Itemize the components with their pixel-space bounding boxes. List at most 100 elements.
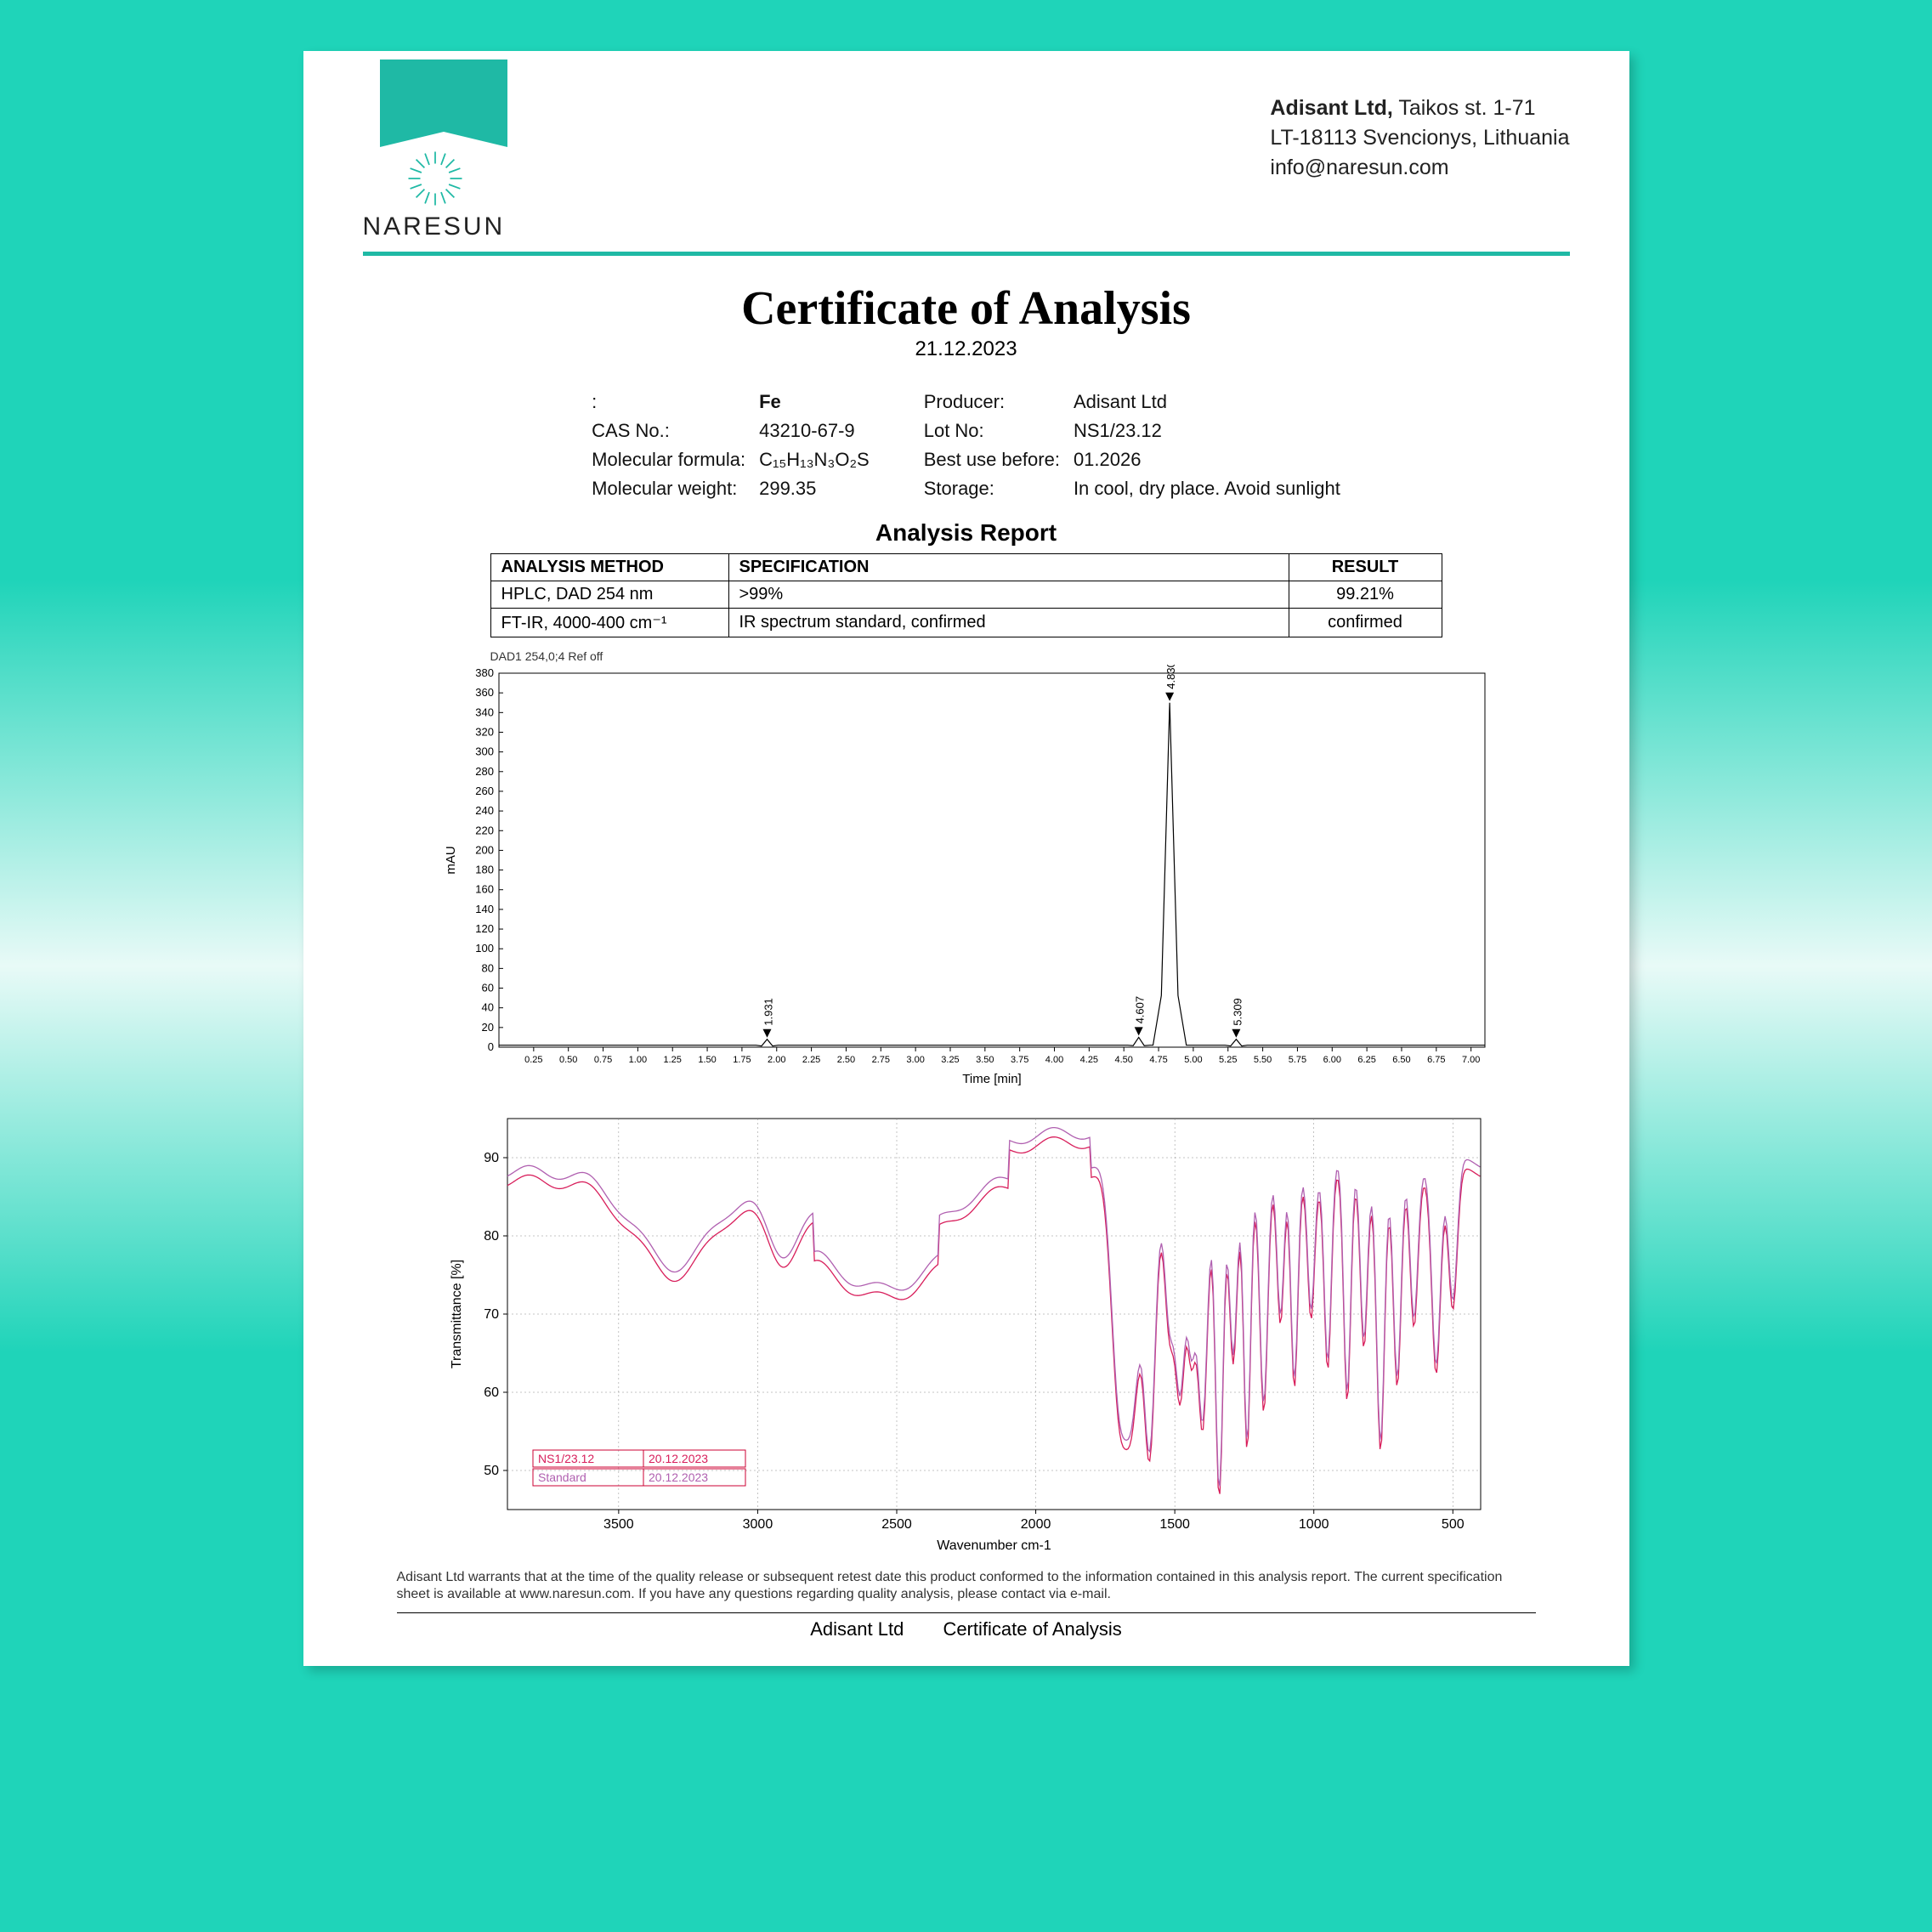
storage-value: In cool, dry place. Avoid sunlight <box>1074 475 1340 502</box>
svg-text:1.931: 1.931 <box>762 998 774 1026</box>
meta-block: :Fe CAS No.:43210-67-9 Molecular formula… <box>303 387 1629 504</box>
svg-text:Time [min]: Time [min] <box>962 1072 1021 1086</box>
producer-label: Producer: <box>924 388 1072 416</box>
svg-text:7.00: 7.00 <box>1461 1055 1479 1065</box>
lot-label: Lot No: <box>924 417 1072 445</box>
svg-text:300: 300 <box>475 745 494 757</box>
svg-text:2.50: 2.50 <box>836 1055 854 1065</box>
svg-text:0.50: 0.50 <box>558 1055 576 1065</box>
svg-text:80: 80 <box>484 1229 499 1244</box>
svg-text:360: 360 <box>475 686 494 699</box>
brand-name: NARESUN <box>363 212 507 241</box>
col-result: RESULT <box>1289 553 1442 581</box>
svg-text:0: 0 <box>487 1040 493 1053</box>
svg-text:3.00: 3.00 <box>906 1055 924 1065</box>
svg-text:0.75: 0.75 <box>593 1055 611 1065</box>
svg-text:4.75: 4.75 <box>1149 1055 1167 1065</box>
svg-text:3.25: 3.25 <box>941 1055 959 1065</box>
svg-text:4.830: 4.830 <box>1164 665 1177 689</box>
ir-chart-wrap: 5060708090350030002500200015001000500Tra… <box>439 1106 1493 1561</box>
cell: >99% <box>728 581 1289 608</box>
table-row: FT-IR, 4000-400 cm⁻¹ IR spectrum standar… <box>490 608 1442 637</box>
svg-text:340: 340 <box>475 705 494 718</box>
disclaimer-text: Adisant Ltd warrants that at the time of… <box>397 1569 1536 1605</box>
svg-text:50: 50 <box>484 1464 499 1478</box>
svg-text:200: 200 <box>475 843 494 856</box>
table-row: HPLC, DAD 254 nm >99% 99.21% <box>490 581 1442 608</box>
svg-text:60: 60 <box>481 981 493 994</box>
analysis-table: ANALYSIS METHOD SPECIFICATION RESULT HPL… <box>490 553 1442 637</box>
report-date: 21.12.2023 <box>303 337 1629 361</box>
svg-text:Transmittance [%]: Transmittance [%] <box>450 1259 464 1368</box>
svg-text:20: 20 <box>481 1020 493 1033</box>
col-spec: SPECIFICATION <box>728 553 1289 581</box>
svg-text:5.309: 5.309 <box>1231 998 1244 1026</box>
svg-text:260: 260 <box>475 785 494 797</box>
svg-text:1000: 1000 <box>1298 1517 1329 1532</box>
svg-text:100: 100 <box>475 942 494 955</box>
header-divider <box>363 252 1570 256</box>
page-title: Certificate of Analysis <box>303 281 1629 336</box>
hplc-chart: 2040608010012014016018020022024026028030… <box>439 665 1493 1090</box>
cell: IR spectrum standard, confirmed <box>728 608 1289 637</box>
company-addr2: LT-18113 Svencionys, Lithuania <box>1270 123 1569 153</box>
svg-text:mAU: mAU <box>444 846 458 874</box>
footer-right: Certificate of Analysis <box>943 1618 1121 1640</box>
element-label: : <box>592 388 757 416</box>
storage-label: Storage: <box>924 475 1072 502</box>
cell: FT-IR, 4000-400 cm⁻¹ <box>490 608 728 637</box>
svg-text:500: 500 <box>1441 1517 1464 1532</box>
svg-text:5.25: 5.25 <box>1219 1055 1237 1065</box>
svg-text:5.75: 5.75 <box>1288 1055 1306 1065</box>
svg-text:180: 180 <box>475 863 494 875</box>
svg-text:70: 70 <box>484 1307 499 1322</box>
sunburst-icon <box>405 149 465 208</box>
table-header-row: ANALYSIS METHOD SPECIFICATION RESULT <box>490 553 1442 581</box>
svg-text:Wavenumber cm-1: Wavenumber cm-1 <box>937 1538 1051 1553</box>
svg-text:1.00: 1.00 <box>628 1055 646 1065</box>
company-email: info@naresun.com <box>1270 153 1569 183</box>
mw-value: 299.35 <box>759 475 870 502</box>
svg-text:4.00: 4.00 <box>1045 1055 1062 1065</box>
svg-text:1.75: 1.75 <box>733 1055 751 1065</box>
company-addr1: Taikos st. 1-71 <box>1398 96 1535 120</box>
svg-text:80: 80 <box>481 961 493 974</box>
svg-text:Standard: Standard <box>538 1470 586 1484</box>
page-footer: Adisant Ltd Certificate of Analysis <box>303 1618 1629 1640</box>
svg-text:4.50: 4.50 <box>1114 1055 1132 1065</box>
cell: HPLC, DAD 254 nm <box>490 581 728 608</box>
svg-text:380: 380 <box>475 666 494 679</box>
best-value: 01.2026 <box>1074 446 1340 473</box>
hplc-chart-wrap: DAD1 254,0;4 Ref off 2040608010012014016… <box>439 649 1493 1094</box>
svg-text:120: 120 <box>475 922 494 935</box>
analysis-header: Analysis Report <box>303 519 1629 547</box>
svg-text:3.75: 3.75 <box>1010 1055 1028 1065</box>
svg-text:2.25: 2.25 <box>802 1055 819 1065</box>
svg-text:3500: 3500 <box>603 1517 634 1532</box>
svg-text:2500: 2500 <box>881 1517 912 1532</box>
svg-text:2000: 2000 <box>1020 1517 1051 1532</box>
svg-text:4.25: 4.25 <box>1079 1055 1097 1065</box>
footer-left: Adisant Ltd <box>810 1618 904 1640</box>
svg-text:40: 40 <box>481 1000 493 1013</box>
certificate-page: NARESUN Adisant Ltd, Taikos st. 1-71 LT-… <box>303 51 1629 1666</box>
cas-label: CAS No.: <box>592 417 757 445</box>
svg-text:6.00: 6.00 <box>1323 1055 1340 1065</box>
svg-text:60: 60 <box>484 1385 499 1400</box>
page-header: NARESUN Adisant Ltd, Taikos st. 1-71 LT-… <box>303 51 1629 241</box>
formula-label: Molecular formula: <box>592 446 757 473</box>
svg-text:90: 90 <box>484 1151 499 1165</box>
svg-text:2.75: 2.75 <box>871 1055 889 1065</box>
lot-value: NS1/23.12 <box>1074 417 1340 445</box>
svg-text:240: 240 <box>475 804 494 817</box>
svg-text:2.00: 2.00 <box>768 1055 785 1065</box>
svg-text:20.12.2023: 20.12.2023 <box>649 1452 708 1465</box>
svg-text:1500: 1500 <box>1159 1517 1190 1532</box>
company-name: Adisant Ltd, <box>1270 96 1392 120</box>
cas-value: 43210-67-9 <box>759 417 870 445</box>
col-method: ANALYSIS METHOD <box>490 553 728 581</box>
svg-text:5.00: 5.00 <box>1184 1055 1202 1065</box>
logo-block: NARESUN <box>363 51 507 241</box>
cell: 99.21% <box>1289 581 1442 608</box>
svg-text:220: 220 <box>475 824 494 836</box>
